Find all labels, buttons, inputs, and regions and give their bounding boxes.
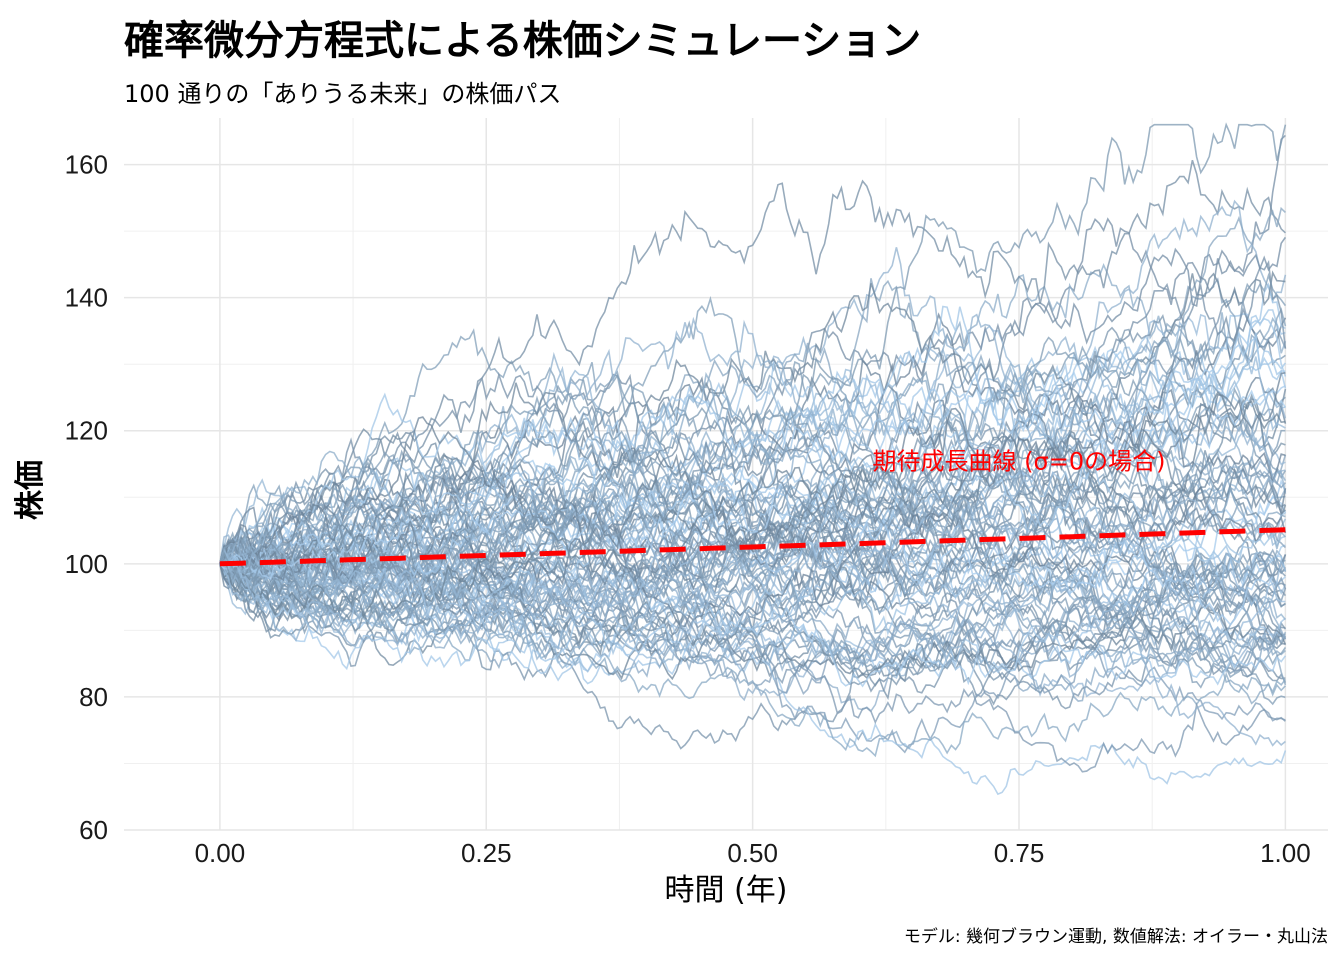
x-tick-label: 0.75 — [994, 838, 1045, 868]
chart-title: 確率微分方程式による株価シミュレーション — [124, 18, 922, 64]
simulated-path — [219, 317, 1287, 586]
simulated-path — [219, 312, 1287, 579]
simulated-path — [219, 562, 1287, 758]
simulated-path — [219, 391, 1286, 619]
x-tick-label: 1.00 — [1260, 838, 1311, 868]
y-tick-label: 120 — [65, 416, 108, 446]
expected-curve-line — [219, 527, 1286, 567]
simulated-path — [219, 501, 1287, 651]
simulated-path — [219, 270, 1286, 581]
simulated-path — [219, 259, 1287, 565]
x-tick-label: 0.00 — [195, 838, 246, 868]
simulated-path — [219, 439, 1286, 705]
x-tick-label: 0.25 — [461, 838, 512, 868]
simulated-path — [219, 374, 1286, 578]
simulated-path — [219, 488, 1286, 624]
x-axis-ticks: 0.00 0.25 0.50 0.75 1.00 — [195, 838, 1311, 868]
expected-curve — [219, 527, 1286, 567]
simulated-path — [219, 556, 1287, 702]
simulated-path — [219, 122, 1287, 603]
simulated-path — [219, 539, 1287, 647]
simulated-path — [219, 458, 1287, 578]
simulated-path — [219, 443, 1286, 608]
simulated-path — [219, 557, 1287, 676]
y-tick-label: 80 — [79, 682, 108, 712]
simulated-path — [219, 482, 1286, 626]
simulated-path — [219, 530, 1287, 681]
y-tick-label: 160 — [65, 150, 108, 180]
simulated-path — [219, 429, 1286, 580]
chart-subtitle: 100 通りの「ありうる未来」の株価パス — [124, 80, 562, 108]
y-axis-ticks: 60 80 100 120 140 160 — [65, 150, 108, 845]
y-axis-title: 株価 — [13, 460, 48, 520]
simulated-path — [219, 559, 1287, 688]
simulated-path — [219, 272, 1287, 565]
simulated-path — [219, 435, 1287, 615]
x-axis-title: 時間 (年) — [665, 873, 788, 908]
simulated-path — [219, 454, 1287, 667]
chart-caption: モデル: 幾何ブラウン運動, 数値解法: オイラー・丸山法 — [903, 927, 1328, 947]
x-tick-label: 0.50 — [727, 838, 778, 868]
y-tick-label: 60 — [79, 815, 108, 845]
simulated-path — [219, 159, 1286, 594]
simulated-paths — [219, 122, 1287, 796]
y-tick-label: 140 — [65, 283, 108, 313]
simulated-path — [219, 448, 1286, 579]
expected-curve-label: 期待成長曲線 (σ=0の場合) — [873, 448, 1166, 476]
y-tick-label: 100 — [65, 549, 108, 579]
simulated-path — [219, 560, 1286, 747]
simulated-path — [219, 354, 1287, 586]
